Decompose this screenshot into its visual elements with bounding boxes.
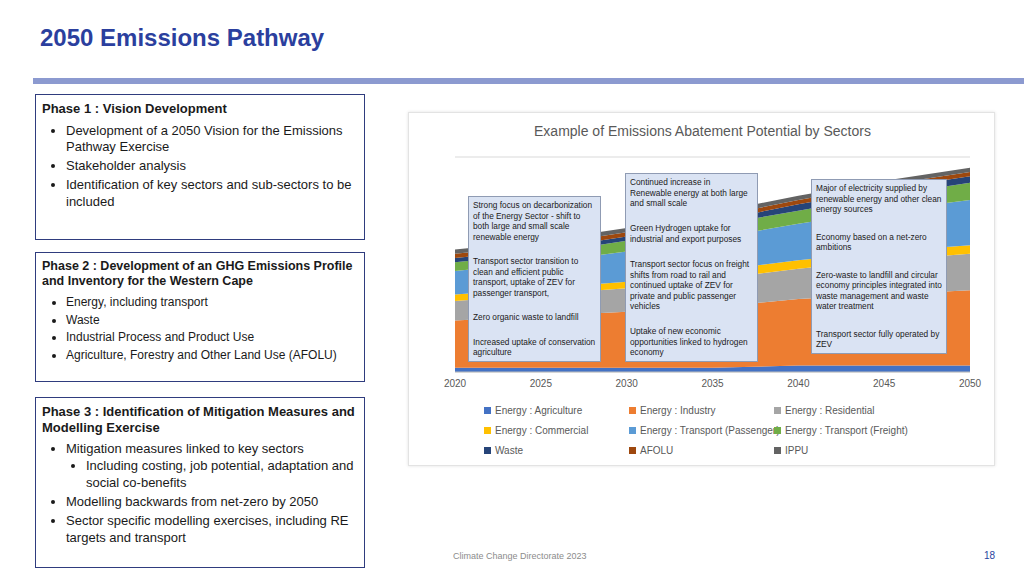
html-text:Energy : Residential: Energy : Residential xyxy=(785,405,875,416)
html-text:Phase 1 : Vision Development: Phase 1 : Vision Development xyxy=(42,101,227,116)
html-text:Example of Emissions Abatement: Example of Emissions Abatement Potential… xyxy=(534,123,871,139)
html-text:Green Hydrogen uptake for indu: Green Hydrogen uptake for industrial and… xyxy=(630,223,742,244)
html-text:Strong focus on decarbonizatio: Strong focus on decarbonization of the E… xyxy=(473,200,592,242)
html-text:18: 18 xyxy=(984,550,996,561)
html-text:Uptake of new economic opportu: Uptake of new economic opportunities lin… xyxy=(630,326,748,358)
html-text:Stakeholder analysis: Stakeholder analysis xyxy=(66,158,186,174)
svg-text:2035: 2035 xyxy=(701,378,724,389)
html-text:Mitigation measures linked to: Mitigation measures linked to key sector… xyxy=(66,441,304,457)
html-text:Increased uptake of conservati: Increased uptake of conservation agricul… xyxy=(473,336,596,358)
svg-text:2020: 2020 xyxy=(444,378,467,389)
html-text:Transport sector focus on frei: Transport sector focus on freight shifts… xyxy=(630,259,750,312)
html-text:Phase 3 : Identification of Mi: Phase 3 : Identification of Mitigation M… xyxy=(42,404,355,435)
html-text:Energy : Transport (Freight): Energy : Transport (Freight) xyxy=(785,425,908,436)
html-text:2050 Emissions Pathway: 2050 Emissions Pathway xyxy=(40,24,325,51)
html-text:Agriculture, Forestry and Othe: Agriculture, Forestry and Other Land Use… xyxy=(66,347,337,362)
html-text:Identification of key sectors: Identification of key sectors and sub-se… xyxy=(66,177,352,210)
html-text:Development of a 2050 Vision f: Development of a 2050 Vision for the Emi… xyxy=(66,122,343,155)
svg-text:2025: 2025 xyxy=(530,378,553,389)
svg-text:2030: 2030 xyxy=(616,378,639,389)
html-text:Sector specific modelling exer: Sector specific modelling exercises, inc… xyxy=(66,512,349,545)
html-text:Major of electricity supplied: Major of electricity supplied by renewab… xyxy=(816,183,942,215)
html-text:Modelling backwards from net-z: Modelling backwards from net-zero by 205… xyxy=(66,493,319,509)
html-text:Energy : Industry: Energy : Industry xyxy=(640,405,716,416)
html-text:Continued increase in Renewabl: Continued increase in Renewable energy a… xyxy=(630,177,748,209)
svg-text:2045: 2045 xyxy=(873,378,896,389)
html-text:Zero organic waste to landfill: Zero organic waste to landfill xyxy=(473,312,579,323)
html-text:IPPU: IPPU xyxy=(785,445,809,456)
html-text:Including costing, job potenti: Including costing, job potential, adapta… xyxy=(86,458,354,490)
html-text:Economy based on a net-zero am: Economy based on a net-zero ambitions xyxy=(816,231,927,253)
html-text:Industrial Process and Product: Industrial Process and Product Use xyxy=(66,330,255,345)
html-text:Phase 2 : Development of an GH: Phase 2 : Development of an GHG Emission… xyxy=(42,259,353,288)
html-text:Energy : Agriculture: Energy : Agriculture xyxy=(495,405,583,416)
svg-text:2040: 2040 xyxy=(787,378,810,389)
html-text:Waste: Waste xyxy=(66,312,100,327)
html-text:Energy, including transport: Energy, including transport xyxy=(66,295,208,309)
html-text:Transport sector fully operate: Transport sector fully operated by ZEV xyxy=(816,328,940,350)
html-text:Waste: Waste xyxy=(495,445,523,456)
html-text:Energy : Transport (Passenger): Energy : Transport (Passenger) xyxy=(640,425,780,436)
html-text:Zero-waste to landfill and cir: Zero-waste to landfill and circular econ… xyxy=(816,269,942,312)
html-text:Energy : Commercial: Energy : Commercial xyxy=(495,425,589,436)
html-text:Climate Change Directorate 202: Climate Change Directorate 2023 xyxy=(453,551,587,561)
html-text:Transport sector transition to: Transport sector transition to clean and… xyxy=(473,256,579,298)
html-text:AFOLU: AFOLU xyxy=(640,445,674,456)
svg-text:2050: 2050 xyxy=(959,378,982,389)
